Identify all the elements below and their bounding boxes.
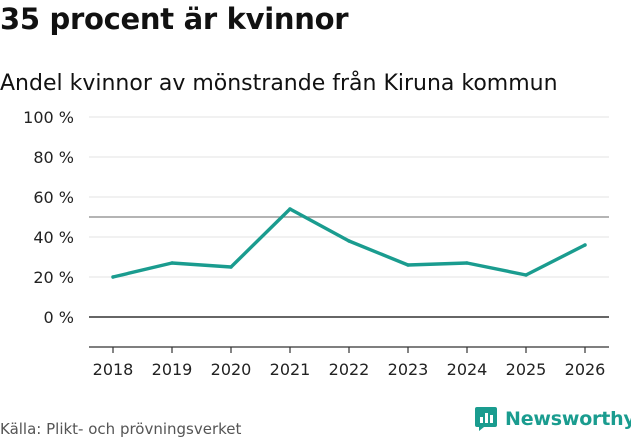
brand-logo: Newsworthy [474,406,631,432]
data-point [288,207,292,211]
data-point [111,275,115,279]
newsworthy-logo-icon [475,407,497,431]
x-tick-label: 2024 [447,360,488,379]
series-line [111,207,587,279]
data-point [347,239,351,243]
grid-layer [89,116,609,318]
x-tick-label: 2020 [211,360,252,379]
y-tick-label: 0 % [44,308,74,327]
series-layer [111,207,587,279]
headline: 35 procent är kvinnor [0,2,349,36]
y-tick-label: 40 % [33,228,74,247]
data-point [406,263,410,267]
data-point [229,265,233,269]
x-tick-label: 2022 [329,360,370,379]
x-tick-label: 2021 [270,360,311,379]
data-point [170,261,174,265]
x-tick-label: 2018 [93,360,134,379]
x-tick-label: 2019 [152,360,193,379]
x-tick-label: 2026 [565,360,606,379]
data-point [524,273,528,277]
x-tick-label: 2023 [388,360,429,379]
y-axis-labels: 0 % 20 % 40 % 60 % 80 % 100 % [23,108,74,327]
x-tick-label: 2025 [506,360,547,379]
y-tick-label: 60 % [33,188,74,207]
chart-title: Andel kvinnor av mönstrande från Kiruna … [0,71,558,96]
data-point [583,243,587,247]
y-tick-label: 100 % [23,108,74,127]
y-tick-label: 80 % [33,148,74,167]
data-point [465,261,469,265]
brand-name: Newsworthy [505,408,631,430]
x-axis: 2018 2019 2020 2021 2022 2023 2024 2025 2026 [89,346,609,379]
source-note: Källa: Plikt- och prövningsverket [0,420,242,438]
y-tick-label: 20 % [33,268,74,287]
